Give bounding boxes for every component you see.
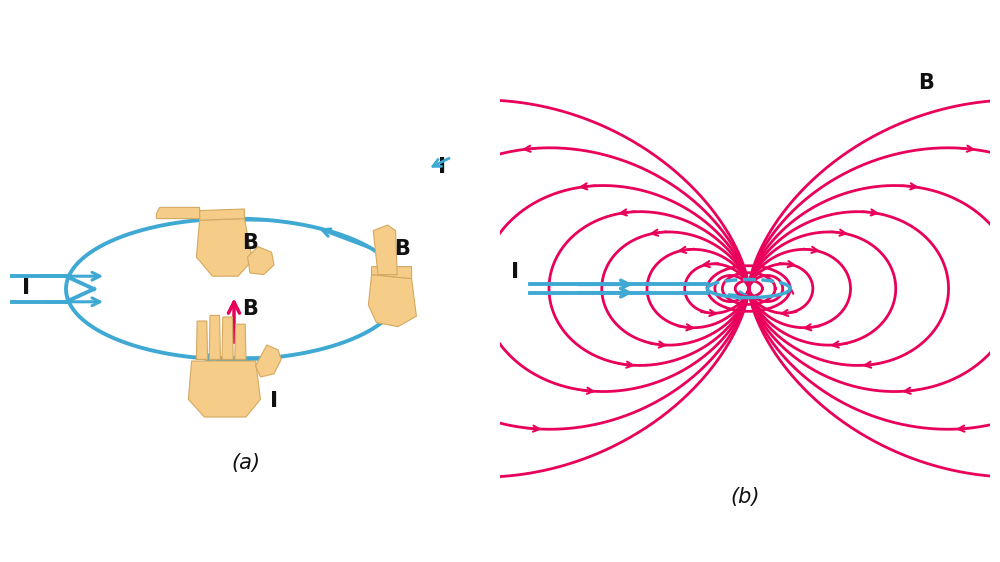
Polygon shape [368,275,416,327]
Text: B: B [394,239,410,260]
Polygon shape [372,266,412,279]
Polygon shape [209,315,220,360]
Polygon shape [373,225,397,275]
Polygon shape [156,207,200,219]
Polygon shape [200,209,244,220]
Text: (a): (a) [231,453,260,473]
Polygon shape [196,321,208,360]
Polygon shape [248,247,274,275]
Text: I: I [22,278,30,298]
Text: B: B [242,233,258,253]
Text: I: I [438,157,446,177]
Text: B: B [918,72,934,93]
Polygon shape [196,219,252,276]
Polygon shape [235,324,246,360]
Text: I: I [270,391,278,411]
Polygon shape [256,345,281,377]
Text: I: I [511,262,519,282]
Text: B: B [242,298,258,319]
Polygon shape [222,317,233,360]
Text: (b): (b) [730,487,760,507]
Polygon shape [188,361,260,417]
